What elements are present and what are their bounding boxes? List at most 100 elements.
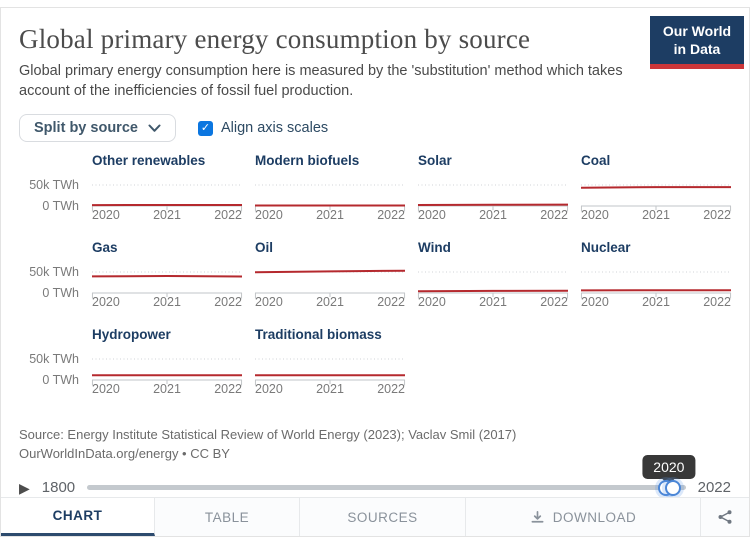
facet-oil: Oil 2020 2021 2022: [255, 240, 405, 315]
x-axis-tick: 2021: [153, 295, 181, 310]
play-icon[interactable]: ▶: [19, 479, 30, 496]
x-axis-tick: 2021: [642, 208, 670, 223]
facet-title: Oil: [255, 240, 274, 256]
x-axis-labels: 2020 2021 2022: [255, 382, 405, 396]
facet-chart-grid: 50k TWh 0 TWh Other renewables 2020 2021 2022…: [19, 153, 731, 402]
x-axis-labels: 2020 2021 2022: [92, 382, 242, 396]
timeline-handle[interactable]: [656, 479, 682, 497]
data-line: [255, 271, 405, 273]
facet-title: Coal: [581, 153, 611, 169]
facet-title: Solar: [418, 153, 452, 169]
timeline: ▶ 1800 2020 2022: [19, 454, 731, 503]
facet-plot: [418, 173, 568, 213]
tab-chart-label: CHART: [52, 508, 103, 523]
facet-plot: [92, 347, 242, 387]
x-axis-tick: 2022: [214, 382, 242, 397]
facet-title: Traditional biomass: [255, 327, 382, 343]
facet-title: Gas: [92, 240, 118, 256]
owid-logo-line1: Our World: [662, 23, 732, 39]
facet-title: Modern biofuels: [255, 153, 360, 169]
tab-sources-label: SOURCES: [347, 509, 418, 525]
data-line: [581, 187, 731, 188]
x-axis-tick: 2022: [377, 208, 405, 223]
chart-subtitle: Global primary energy consumption here i…: [19, 63, 623, 99]
facet-title: Other renewables: [92, 153, 206, 169]
data-line: [418, 291, 568, 292]
source-line2: OurWorldInData.org/energy • CC BY: [19, 445, 230, 461]
chart-controls: Split by source ✓ Align axis scales: [19, 114, 731, 143]
x-axis-labels: 2020 2021 2022: [581, 295, 731, 309]
x-axis-tick: 2022: [377, 382, 405, 397]
x-axis-tick: 2021: [153, 382, 181, 397]
x-axis-labels: 2020 2021 2022: [92, 295, 242, 309]
page-title: Global primary energy consumption by sou…: [19, 24, 531, 54]
facet-modern-biofuels: Modern biofuels 2020 2021 2022: [255, 153, 405, 228]
chevron-down-icon: [148, 124, 161, 133]
timeline-track[interactable]: [87, 485, 686, 491]
data-line: [92, 276, 242, 277]
tab-sources[interactable]: SOURCES: [300, 498, 466, 536]
owid-logo[interactable]: Our World in Data: [650, 16, 744, 69]
align-axis-scales-label: Align axis scales: [220, 120, 329, 137]
y-axis-labels: 50k TWh 0 TWh: [19, 240, 79, 315]
timeline-start-label: 1800: [41, 479, 76, 497]
owid-logo-line2: in Data: [673, 40, 721, 57]
facet-solar: Solar 2020 2021 2022: [418, 153, 568, 228]
facet-title: Nuclear: [581, 240, 631, 256]
x-axis-tick: 2020: [418, 208, 446, 223]
y-axis-labels: 50k TWh 0 TWh: [19, 153, 79, 228]
facet-plot: [418, 260, 568, 300]
y-axis-tick-0: 0 TWh: [42, 286, 79, 301]
facet-title: Hydropower: [92, 327, 171, 343]
facet-other-renewables: Other renewables 2020 2021 2022: [92, 153, 242, 228]
y-axis-labels: 50k TWh 0 TWh: [19, 327, 79, 402]
source-note: Source: Energy Institute Statistical Rev…: [19, 426, 731, 464]
y-axis-tick-50k: 50k TWh: [29, 352, 79, 367]
x-axis-tick: 2021: [479, 208, 507, 223]
tab-table-label: TABLE: [204, 509, 250, 525]
facet-plot: [92, 173, 242, 213]
y-axis-tick-50k: 50k TWh: [29, 178, 79, 193]
x-axis-labels: 2020 2021 2022: [255, 208, 405, 222]
facet-plot: [255, 260, 405, 300]
align-axis-scales-control[interactable]: ✓ Align axis scales: [197, 120, 329, 137]
facet-plot: [581, 173, 731, 213]
x-axis-tick: 2022: [540, 295, 568, 310]
footer-tabs: CHART TABLE SOURCES DOWNLOAD: [1, 497, 749, 536]
x-axis-labels: 2020 2021 2022: [418, 208, 568, 222]
x-axis-tick: 2022: [540, 208, 568, 223]
x-axis-labels: 2020 2021 2022: [255, 295, 405, 309]
download-icon: [530, 510, 545, 525]
checkbox-checked-icon[interactable]: ✓: [197, 120, 213, 136]
x-axis-tick: 2021: [642, 295, 670, 310]
x-axis-labels: 2020 2021 2022: [92, 208, 242, 222]
tab-table[interactable]: TABLE: [155, 498, 300, 536]
share-icon: [717, 509, 733, 525]
tab-chart[interactable]: CHART: [1, 498, 155, 536]
facet-plot: [92, 260, 242, 300]
x-axis-labels: 2020 2021 2022: [581, 208, 731, 222]
x-axis-tick: 2022: [214, 295, 242, 310]
dropdown-label: Split by source: [34, 120, 138, 137]
split-by-source-dropdown[interactable]: Split by source: [19, 114, 176, 143]
facet-plot: [255, 173, 405, 213]
tab-download[interactable]: DOWNLOAD: [466, 498, 701, 536]
x-axis-tick: 2021: [153, 208, 181, 223]
timeline-end-label: 2022: [697, 479, 731, 497]
tab-download-label: DOWNLOAD: [552, 509, 637, 525]
timeline-handle-end-circle[interactable]: [664, 479, 681, 496]
x-axis-tick: 2022: [703, 295, 731, 310]
y-axis-tick-50k: 50k TWh: [29, 265, 79, 280]
x-axis-tick: 2020: [255, 208, 283, 223]
x-axis-tick: 2021: [316, 295, 344, 310]
timeline-track-wrap: 2020: [87, 454, 696, 503]
x-axis-tick: 2020: [92, 208, 120, 223]
x-axis-tick: 2022: [214, 208, 242, 223]
x-axis-tick: 2021: [316, 382, 344, 397]
facet-hydropower: Hydropower 2020 2021 2022: [92, 327, 242, 402]
share-button[interactable]: [701, 498, 749, 536]
source-line1: Source: Energy Institute Statistical Rev…: [19, 427, 517, 443]
timeline-tooltip: 2020: [642, 454, 696, 479]
x-axis-tick: 2020: [418, 295, 446, 310]
x-axis-tick: 2020: [255, 295, 283, 310]
